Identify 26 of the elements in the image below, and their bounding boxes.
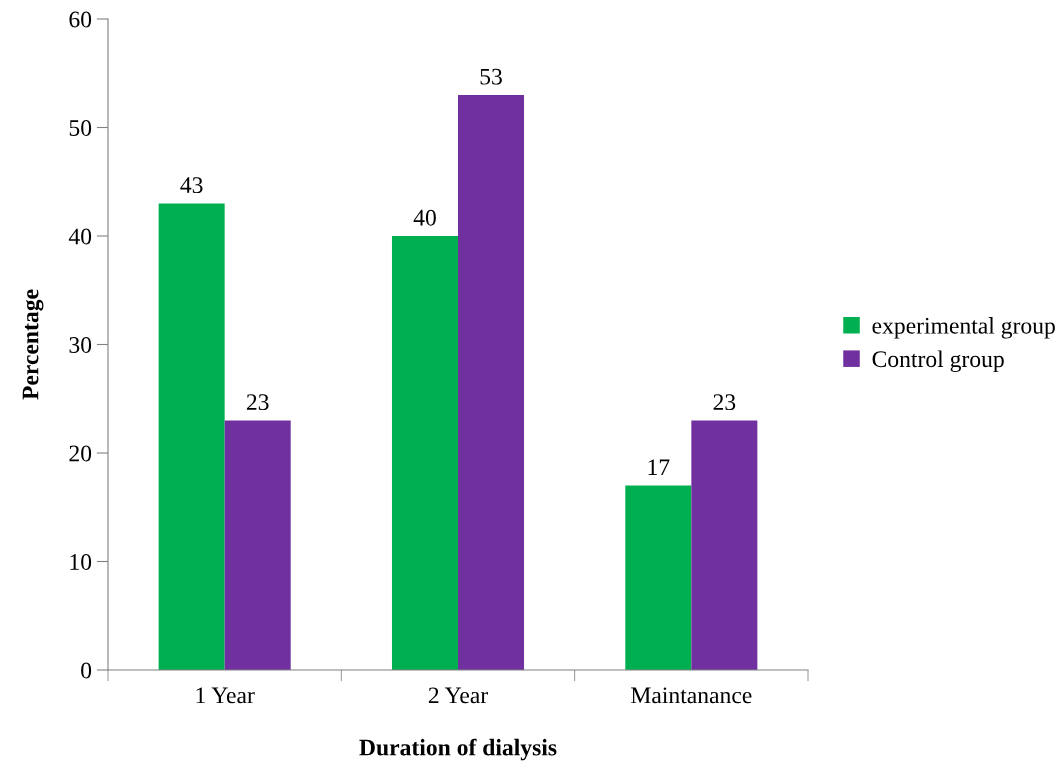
bar bbox=[158, 203, 225, 670]
y-axis-title: Percentage bbox=[22, 289, 44, 400]
y-tick-label: 50 bbox=[69, 119, 92, 136]
data-label: 53 bbox=[480, 68, 502, 85]
y-tick-label: 40 bbox=[68, 228, 92, 245]
data-label: 23 bbox=[246, 394, 269, 411]
y-tick-label: 10 bbox=[70, 553, 92, 570]
legend-label: Control group bbox=[872, 350, 1004, 373]
bar bbox=[625, 485, 692, 670]
bar bbox=[458, 94, 525, 670]
data-label: 23 bbox=[713, 394, 736, 411]
y-tick-label: 20 bbox=[69, 445, 92, 462]
data-label: 40 bbox=[413, 209, 436, 226]
y-tick-label: 0 bbox=[81, 662, 92, 679]
legend-label: experimental group bbox=[872, 317, 1055, 339]
bar bbox=[691, 420, 758, 670]
y-tick-label: 30 bbox=[69, 336, 92, 353]
y-tick-label: 60 bbox=[69, 11, 92, 28]
data-label: 43 bbox=[180, 177, 203, 194]
bar bbox=[224, 420, 291, 670]
x-axis-title: Duration of dialysis bbox=[359, 738, 557, 761]
x-tick-label: 2 Year bbox=[428, 687, 488, 704]
x-tick-label: 1 Year bbox=[196, 687, 255, 704]
x-tick-label: Maintanance bbox=[631, 687, 752, 704]
data-label: 17 bbox=[648, 459, 670, 475]
bar bbox=[391, 236, 458, 670]
